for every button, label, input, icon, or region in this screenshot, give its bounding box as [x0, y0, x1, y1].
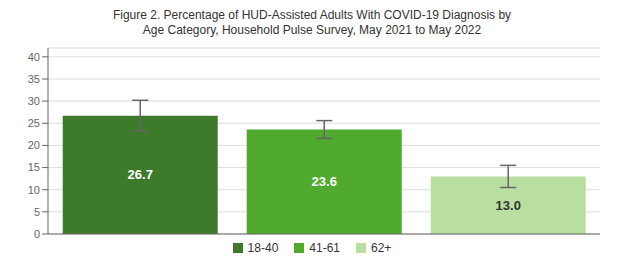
- html-text:Age Category, Household Pulse: Age Category, Household Pulse Survey, Ma…: [142, 23, 482, 37]
- svg-text:23.6: 23.6: [312, 174, 337, 189]
- svg-text:15: 15: [28, 161, 40, 173]
- svg-text:30: 30: [28, 95, 40, 107]
- html-text:18-40: 18-40: [247, 241, 279, 255]
- svg-text:5: 5: [34, 206, 40, 218]
- html-text:41-61: 41-61: [309, 241, 340, 255]
- svg-text:26.7: 26.7: [128, 167, 153, 182]
- svg-text:13.0: 13.0: [496, 198, 521, 213]
- html-text:62+: 62+: [371, 241, 392, 255]
- svg-text:25: 25: [28, 117, 40, 129]
- svg-text:40: 40: [28, 51, 40, 63]
- html-text:Figure 2. Percentage of HUD-As: Figure 2. Percentage of HUD-Assisted Adu…: [112, 8, 512, 22]
- svg-text:20: 20: [28, 139, 40, 151]
- svg-text:0: 0: [34, 228, 40, 238]
- svg-text:10: 10: [28, 184, 40, 196]
- svg-text:35: 35: [28, 73, 40, 85]
